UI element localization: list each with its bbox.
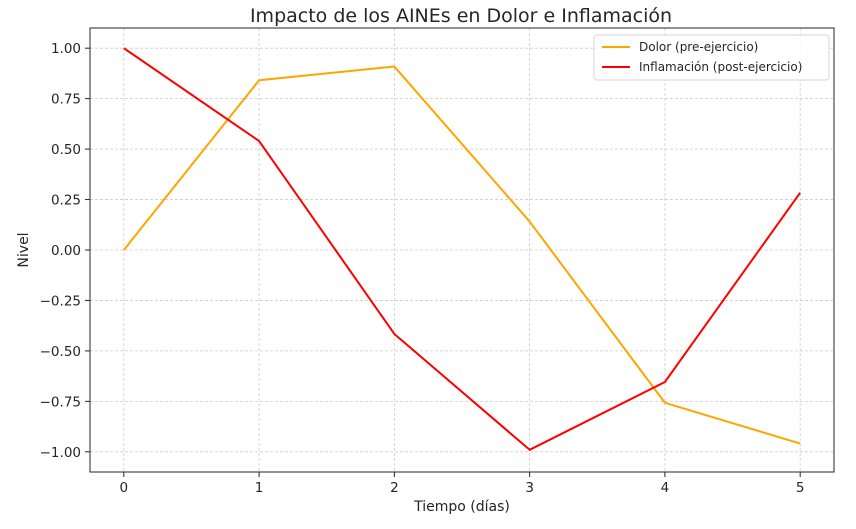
x-tick-label: 3 [525,480,534,496]
legend: Dolor (pre-ejercicio) Inflamación (post-e… [593,34,830,81]
x-tick-label: 0 [120,480,129,496]
chart-title: Impacto de los AINEs en Dolor e Inflamac… [250,5,672,27]
y-tick-label: −0.25 [40,293,81,309]
y-tick-label: 0.50 [51,142,81,158]
x-axis: 0 1 2 3 4 5 [120,472,805,496]
y-axis-label: Nivel [16,232,32,267]
y-tick-label: −0.75 [40,394,81,410]
y-tick-label: 1.00 [51,41,81,57]
legend-label: Inflamación (post-ejercicio) [639,60,802,74]
x-axis-label: Tiempo (días) [413,499,510,515]
x-tick-label: 1 [255,480,264,496]
x-tick-label: 5 [796,480,805,496]
series-line-2 [123,47,801,451]
y-tick-label: 0.75 [51,92,81,108]
legend-label: Dolor (pre-ejercicio) [639,40,758,54]
grid [90,28,834,472]
x-tick-label: 2 [390,480,399,496]
y-tick-label: −0.50 [40,344,81,360]
legend-box [593,34,830,81]
series-layer [123,47,801,451]
series-line-1 [123,65,801,445]
y-axis: 1.00 0.75 0.50 0.25 0.00 −0.25 −0.50 −0.75 −1.00 [40,41,90,461]
y-tick-label: 0.25 [51,193,81,209]
y-tick-label: −1.00 [40,445,81,461]
y-tick-label: 0.00 [51,243,81,259]
x-tick-label: 4 [661,480,670,496]
